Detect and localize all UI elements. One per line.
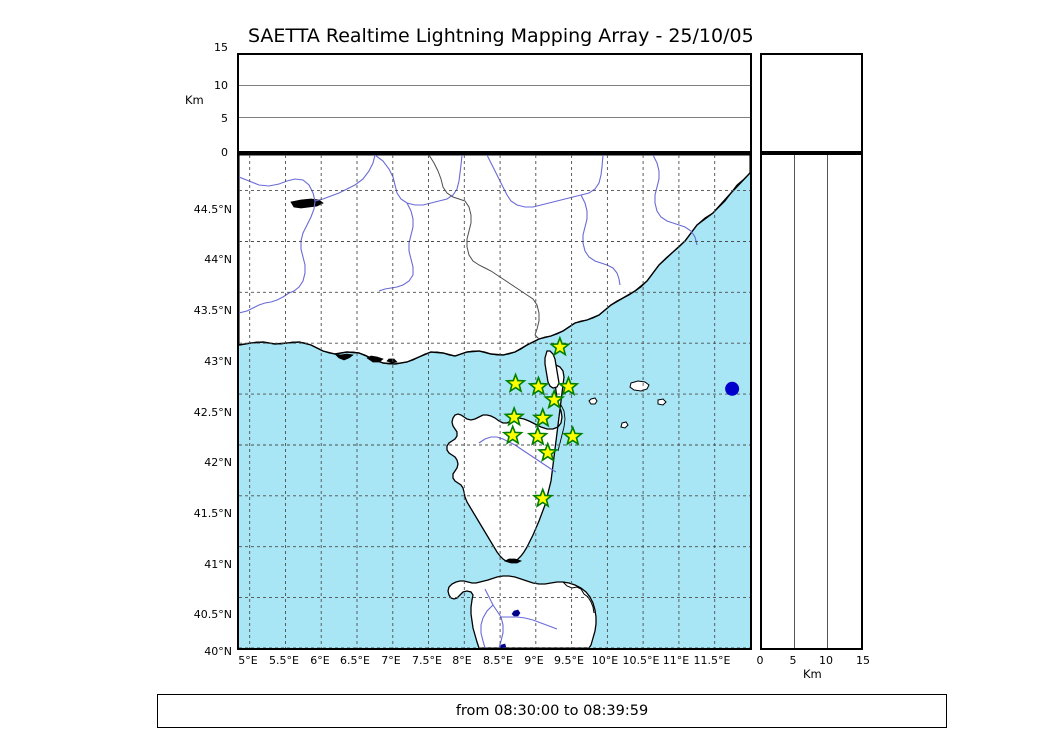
lon-tick-10: 10°E xyxy=(591,654,619,667)
blue-dot-marker[interactable] xyxy=(725,381,740,396)
altitude-tick-10: 10 xyxy=(214,79,228,92)
lon-tick-9_5: 9.5°E xyxy=(554,654,584,667)
lon-tick-7: 7°E xyxy=(381,654,401,667)
island-capraia xyxy=(588,397,598,405)
lon-tick-5: 5°E xyxy=(238,654,258,667)
lon-tick-5_5: 5.5°E xyxy=(269,654,299,667)
gridline-10km xyxy=(239,85,750,87)
gridline-10km-vertical xyxy=(827,155,829,648)
landmass-cap-corse xyxy=(544,350,560,389)
grid-lines xyxy=(239,155,750,648)
coast-detail-bonifacio xyxy=(503,558,523,564)
altitude-tick-0: 0 xyxy=(221,146,228,159)
station-marker-station-03[interactable] xyxy=(527,375,550,397)
lon-tick-8_5: 8.5°E xyxy=(483,654,513,667)
lat-tick-44_5: 44.5°N xyxy=(193,203,232,216)
lon-tick-6: 6°E xyxy=(310,654,330,667)
map-graphics xyxy=(239,155,750,648)
river-sardinia xyxy=(480,588,558,648)
coast-detail-sardinia-ne xyxy=(562,581,595,614)
lon-tick-6_5: 6.5°E xyxy=(340,654,370,667)
altitude-longitude-panel[interactable] xyxy=(237,53,752,153)
island-montecristo xyxy=(620,421,629,429)
lon-tick-11_5: 11.5°E xyxy=(693,654,731,667)
station-marker-station-04[interactable] xyxy=(557,375,580,397)
coast-detail-marseille xyxy=(333,353,354,361)
right-tick-10: 10 xyxy=(819,654,833,667)
lat-tick-43_5: 43.5°N xyxy=(193,304,232,317)
time-range-text: from 08:30:00 to 08:39:59 xyxy=(455,703,649,719)
coast-detail-corsica-east xyxy=(557,404,566,452)
lon-tick-10_5: 10.5°E xyxy=(622,654,660,667)
time-range-status-bar: from 08:30:00 to 08:39:59 xyxy=(157,694,947,728)
altitude-tick-5: 5 xyxy=(221,112,228,125)
landmass-sardinia xyxy=(447,575,597,648)
altitude-axis-title: Km xyxy=(185,93,204,107)
latitude-altitude-panel[interactable] xyxy=(760,153,863,650)
lon-tick-7_5: 7.5°E xyxy=(412,654,442,667)
station-marker-station-08[interactable] xyxy=(501,424,524,445)
station-marker-station-09[interactable] xyxy=(526,425,549,446)
page-title: SAETTA Realtime Lightning Mapping Array … xyxy=(248,25,754,47)
event-marker-layer[interactable] xyxy=(725,381,740,396)
gridline-5km-vertical xyxy=(794,155,796,648)
right-tick-0: 0 xyxy=(756,654,764,667)
lat-tick-40_5: 40.5°N xyxy=(193,608,232,621)
lon-tick-11: 11°E xyxy=(662,654,690,667)
right-axis-title: Km xyxy=(803,667,822,681)
station-marker-station-12[interactable] xyxy=(531,487,554,508)
station-marker-station-10[interactable] xyxy=(561,425,584,446)
lat-tick-42: 42°N xyxy=(204,456,232,469)
station-marker-station-01[interactable] xyxy=(548,335,571,357)
right-tick-15: 15 xyxy=(856,654,870,667)
corner-panel xyxy=(760,53,863,153)
river-network xyxy=(239,155,698,314)
lat-tick-42_5: 42.5°N xyxy=(193,406,232,419)
river-corsica xyxy=(478,436,557,473)
lat-tick-43: 43°N xyxy=(204,355,232,368)
island-elba xyxy=(629,380,650,392)
lat-tick-40: 40°N xyxy=(204,645,232,658)
island-giglio xyxy=(657,398,667,406)
coast-detail-hyeres xyxy=(386,358,398,364)
station-marker-station-05[interactable] xyxy=(543,388,566,410)
lat-tick-41_5: 41.5°N xyxy=(193,507,232,520)
lon-tick-8: 8°E xyxy=(452,654,472,667)
right-tick-5: 5 xyxy=(789,654,797,667)
map-canvas[interactable] xyxy=(239,155,750,648)
station-marker-station-06[interactable] xyxy=(503,405,526,427)
lat-tick-44: 44°N xyxy=(204,253,232,266)
gridline-5km xyxy=(239,116,750,118)
map-panel[interactable] xyxy=(237,153,752,650)
station-marker-station-02[interactable] xyxy=(504,372,527,393)
lon-tick-9: 9°E xyxy=(524,654,544,667)
station-marker-layer[interactable] xyxy=(501,335,584,508)
coast-detail-toulon xyxy=(366,355,384,363)
lake-sardinia-north xyxy=(511,609,521,617)
altitude-tick-15: 15 xyxy=(214,41,228,54)
station-marker-station-11[interactable] xyxy=(536,441,559,463)
lat-tick-41: 41°N xyxy=(204,558,232,571)
station-marker-station-07[interactable] xyxy=(531,406,554,428)
